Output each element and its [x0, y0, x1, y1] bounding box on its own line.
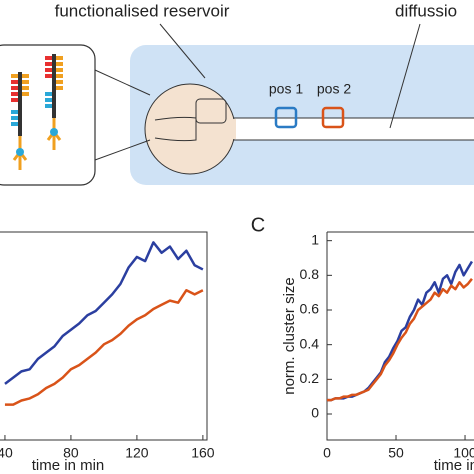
x-tick-label: 80: [63, 445, 79, 461]
y-tick-label: 0: [311, 405, 319, 421]
data-line: [4, 241, 204, 385]
y-tick-label: 0.4: [300, 335, 320, 351]
y-axis-label: norm. cluster size: [281, 277, 298, 395]
x-tick-label: 100: [453, 445, 474, 461]
zoom-box: [195, 98, 227, 124]
leader-line: [159, 23, 206, 79]
x-tick-label: 50: [388, 445, 404, 461]
pos2-label: pos 2: [317, 81, 351, 97]
dna-right: [45, 54, 63, 150]
pos2-marker: [321, 106, 345, 129]
x-axis-label: time in min: [32, 457, 105, 474]
dna-left: [11, 72, 29, 170]
channel: [199, 117, 474, 141]
channel-join: [228, 119, 236, 139]
data-line: [327, 278, 473, 402]
reservoir: [144, 83, 236, 175]
reservoir-inlet: [154, 116, 197, 142]
zoom-lines: [94, 69, 151, 161]
y-tick-label: 0.6: [300, 301, 320, 317]
diagram-title: functionalised reservoir: [55, 1, 230, 20]
y-tick-label: 0.8: [300, 266, 320, 282]
data-line: [4, 288, 204, 406]
x-tick-label: 120: [125, 445, 149, 461]
x-tick-label: 0: [323, 445, 331, 461]
y-tick-label: 1: [311, 231, 319, 247]
x-axis-label: time in min: [434, 457, 474, 474]
pos1-label: pos 1: [269, 81, 303, 97]
data-line: [327, 260, 474, 402]
pos1-marker: [274, 106, 298, 129]
y-tick-label: 0.2: [300, 370, 320, 386]
diagram-label: diffussio: [395, 1, 457, 20]
x-tick-label: 40: [0, 445, 13, 461]
leader-line: [389, 23, 421, 129]
panel-label: C: [251, 214, 265, 236]
axes-box: [0, 231, 208, 441]
x-tick-label: 160: [191, 445, 215, 461]
